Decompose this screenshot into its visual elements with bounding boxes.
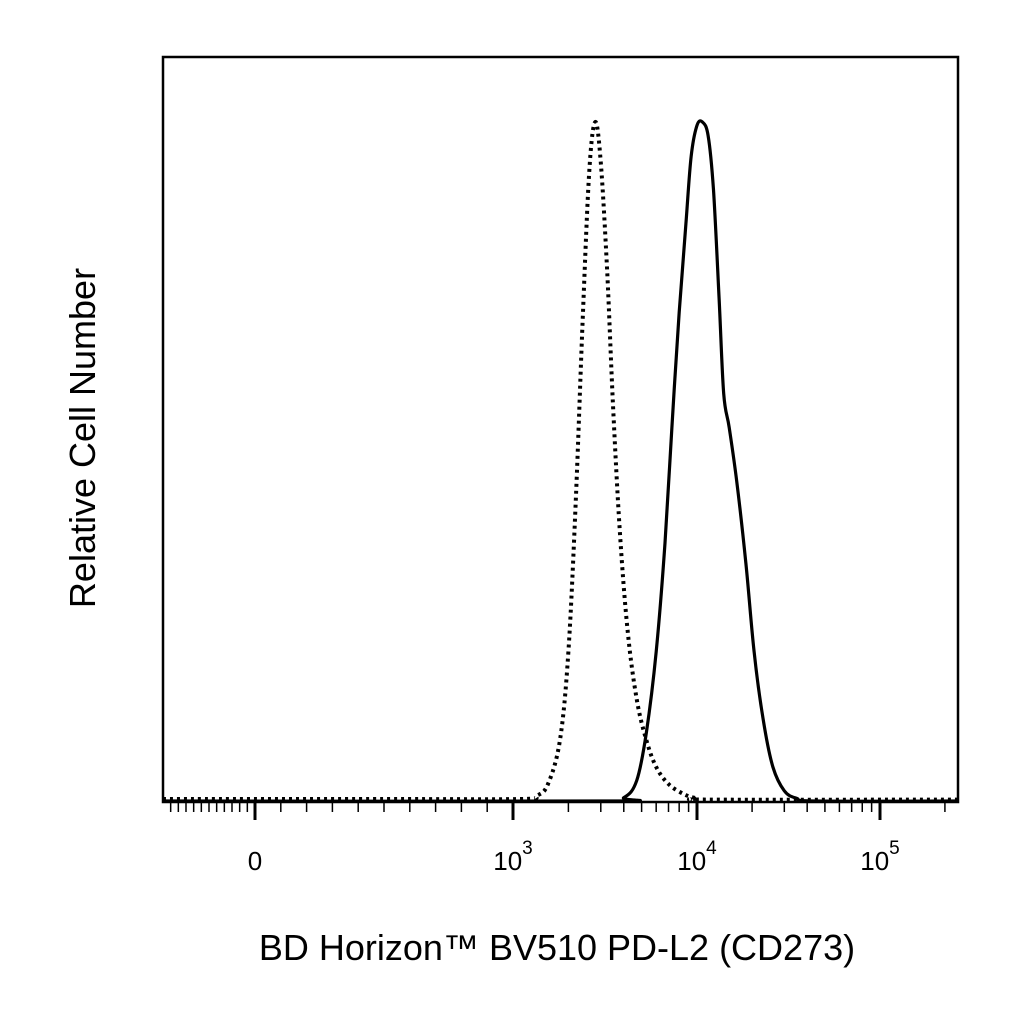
x-tick-label: 103: [493, 838, 533, 876]
x-tick-label: 0: [248, 846, 262, 876]
plot-frame: [161, 55, 960, 804]
x-axis-tick-labels: 0 103 104 105: [248, 838, 900, 876]
x-tick-label: 104: [677, 838, 717, 876]
series-dotted-curve: [162, 119, 959, 802]
x-axis-ticks: [169, 802, 946, 820]
histogram-series: [162, 119, 959, 803]
x-axis-title: BD Horizon™ BV510 PD-L2 (CD273): [259, 927, 855, 968]
x-tick-label: 105: [860, 838, 900, 876]
series-solid-curve: [162, 119, 959, 803]
y-axis-title: Relative Cell Number: [62, 268, 103, 608]
